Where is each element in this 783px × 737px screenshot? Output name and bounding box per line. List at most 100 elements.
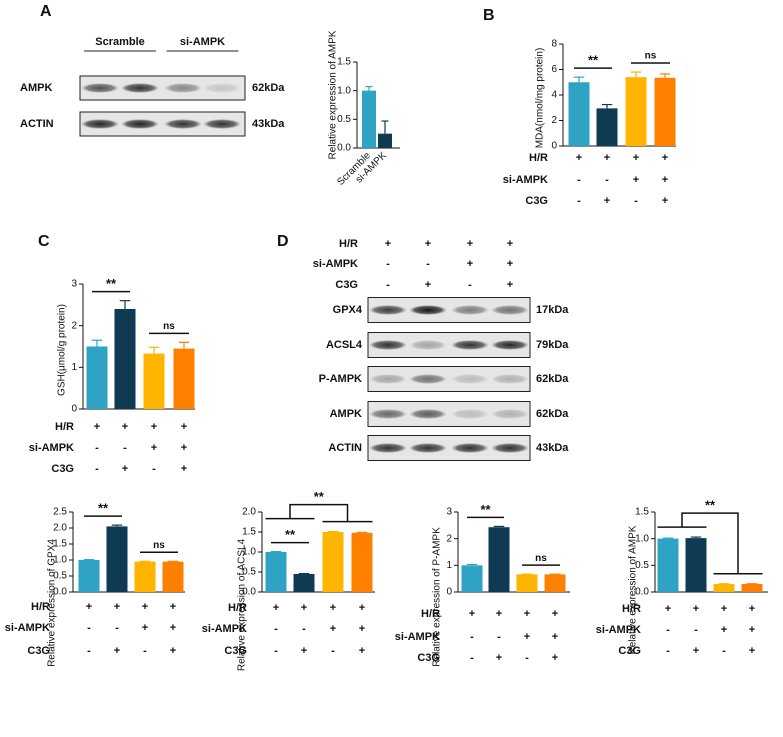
blot-row-label: ACTIN xyxy=(20,118,54,130)
y-tick-label: 0.0 xyxy=(635,587,649,598)
condition-sign: + xyxy=(142,601,148,613)
condition-sign: + xyxy=(496,652,502,664)
bar xyxy=(544,574,566,592)
y-tick-label: 0 xyxy=(446,587,452,598)
condition-label: H/R xyxy=(529,152,548,164)
condition-label: C3G xyxy=(335,279,358,291)
condition-sign: + xyxy=(469,608,475,620)
y-tick-label: 3 xyxy=(446,507,452,518)
y-tick-label: 2 xyxy=(71,320,77,331)
y-tick-label: 1 xyxy=(71,362,77,373)
bar xyxy=(516,574,538,592)
y-tick-label: 4 xyxy=(551,90,557,101)
condition-sign: - xyxy=(152,463,156,475)
significance-label: ns xyxy=(535,553,547,564)
condition-sign: + xyxy=(181,442,187,454)
blot-band xyxy=(369,374,407,384)
bar xyxy=(78,560,100,592)
condition-sign: + xyxy=(507,258,513,270)
blot-band xyxy=(491,340,529,350)
condition-sign: + xyxy=(425,238,431,250)
significance-label: ns xyxy=(163,321,175,332)
blot-size-label: 62kDa xyxy=(536,408,569,420)
blot-row-label: GPX4 xyxy=(333,304,363,316)
condition-label: C3G xyxy=(27,645,50,657)
blot-row-label: AMPK xyxy=(20,82,52,94)
condition-sign: - xyxy=(470,631,474,643)
condition-label: si-AMPK xyxy=(313,258,358,270)
panel-label: C xyxy=(38,233,50,250)
condition-sign: + xyxy=(385,238,391,250)
panel-label: D xyxy=(277,233,289,250)
y-tick-label: 1.5 xyxy=(53,539,67,550)
bar xyxy=(293,574,315,592)
bar xyxy=(461,565,483,592)
condition-sign: - xyxy=(143,645,147,657)
y-axis-label: GSH(μmol/g protein) xyxy=(57,304,68,396)
condition-sign: - xyxy=(605,174,609,186)
condition-sign: + xyxy=(604,152,610,164)
condition-sign: - xyxy=(95,463,99,475)
condition-label: si-AMPK xyxy=(395,631,440,643)
condition-label: H/R xyxy=(421,608,440,620)
condition-sign: - xyxy=(470,652,474,664)
blot-band xyxy=(451,305,489,315)
blot-band xyxy=(409,443,447,453)
bar xyxy=(362,90,376,148)
condition-label: C3G xyxy=(417,652,440,664)
blot-row-label: ACTIN xyxy=(328,442,362,454)
condition-sign: + xyxy=(749,603,755,615)
condition-sign: + xyxy=(86,601,92,613)
condition-sign: - xyxy=(302,623,306,635)
condition-sign: + xyxy=(576,152,582,164)
blot-size-label: 43kDa xyxy=(536,442,569,454)
y-tick-label: 2.0 xyxy=(53,523,67,534)
y-axis-label: MDA(nmol/mg protein) xyxy=(535,48,546,149)
condition-sign: + xyxy=(330,602,336,614)
condition-sign: + xyxy=(170,622,176,634)
condition-sign: + xyxy=(330,623,336,635)
condition-sign: + xyxy=(749,645,755,657)
blot-band xyxy=(451,340,489,350)
condition-sign: + xyxy=(122,421,128,433)
blot-band xyxy=(491,409,529,419)
bar xyxy=(488,527,510,592)
panel-label: B xyxy=(483,7,495,24)
blot-band xyxy=(409,340,447,350)
condition-label: H/R xyxy=(622,603,641,615)
condition-sign: + xyxy=(552,652,558,664)
bar xyxy=(625,77,647,146)
condition-sign: + xyxy=(467,258,473,270)
condition-sign: + xyxy=(359,602,365,614)
condition-sign: + xyxy=(359,623,365,635)
y-tick-label: 0 xyxy=(551,141,557,152)
blot-size-label: 17kDa xyxy=(536,304,569,316)
bar xyxy=(86,346,108,409)
significance-label: ns xyxy=(645,51,657,62)
y-tick-label: 0.5 xyxy=(242,567,256,578)
bar xyxy=(713,584,735,592)
condition-sign: + xyxy=(552,608,558,620)
blot-band xyxy=(81,119,119,129)
condition-sign: - xyxy=(426,258,430,270)
condition-sign: + xyxy=(604,195,610,207)
condition-sign: + xyxy=(721,624,727,636)
condition-sign: + xyxy=(181,463,187,475)
condition-sign: + xyxy=(114,601,120,613)
blot-band xyxy=(409,374,447,384)
condition-sign: + xyxy=(170,601,176,613)
condition-sign: + xyxy=(552,631,558,643)
condition-label: H/R xyxy=(228,602,247,614)
bar xyxy=(162,561,184,592)
condition-sign: + xyxy=(151,442,157,454)
condition-sign: - xyxy=(386,258,390,270)
bar xyxy=(134,561,156,592)
blot-size-label: 43kDa xyxy=(252,118,285,130)
y-tick-label: 1.0 xyxy=(635,533,649,544)
condition-sign: - xyxy=(95,442,99,454)
condition-sign: - xyxy=(331,645,335,657)
blot-band xyxy=(164,83,202,93)
y-tick-label: 1.5 xyxy=(242,527,256,538)
condition-sign: - xyxy=(274,623,278,635)
condition-sign: + xyxy=(359,645,365,657)
